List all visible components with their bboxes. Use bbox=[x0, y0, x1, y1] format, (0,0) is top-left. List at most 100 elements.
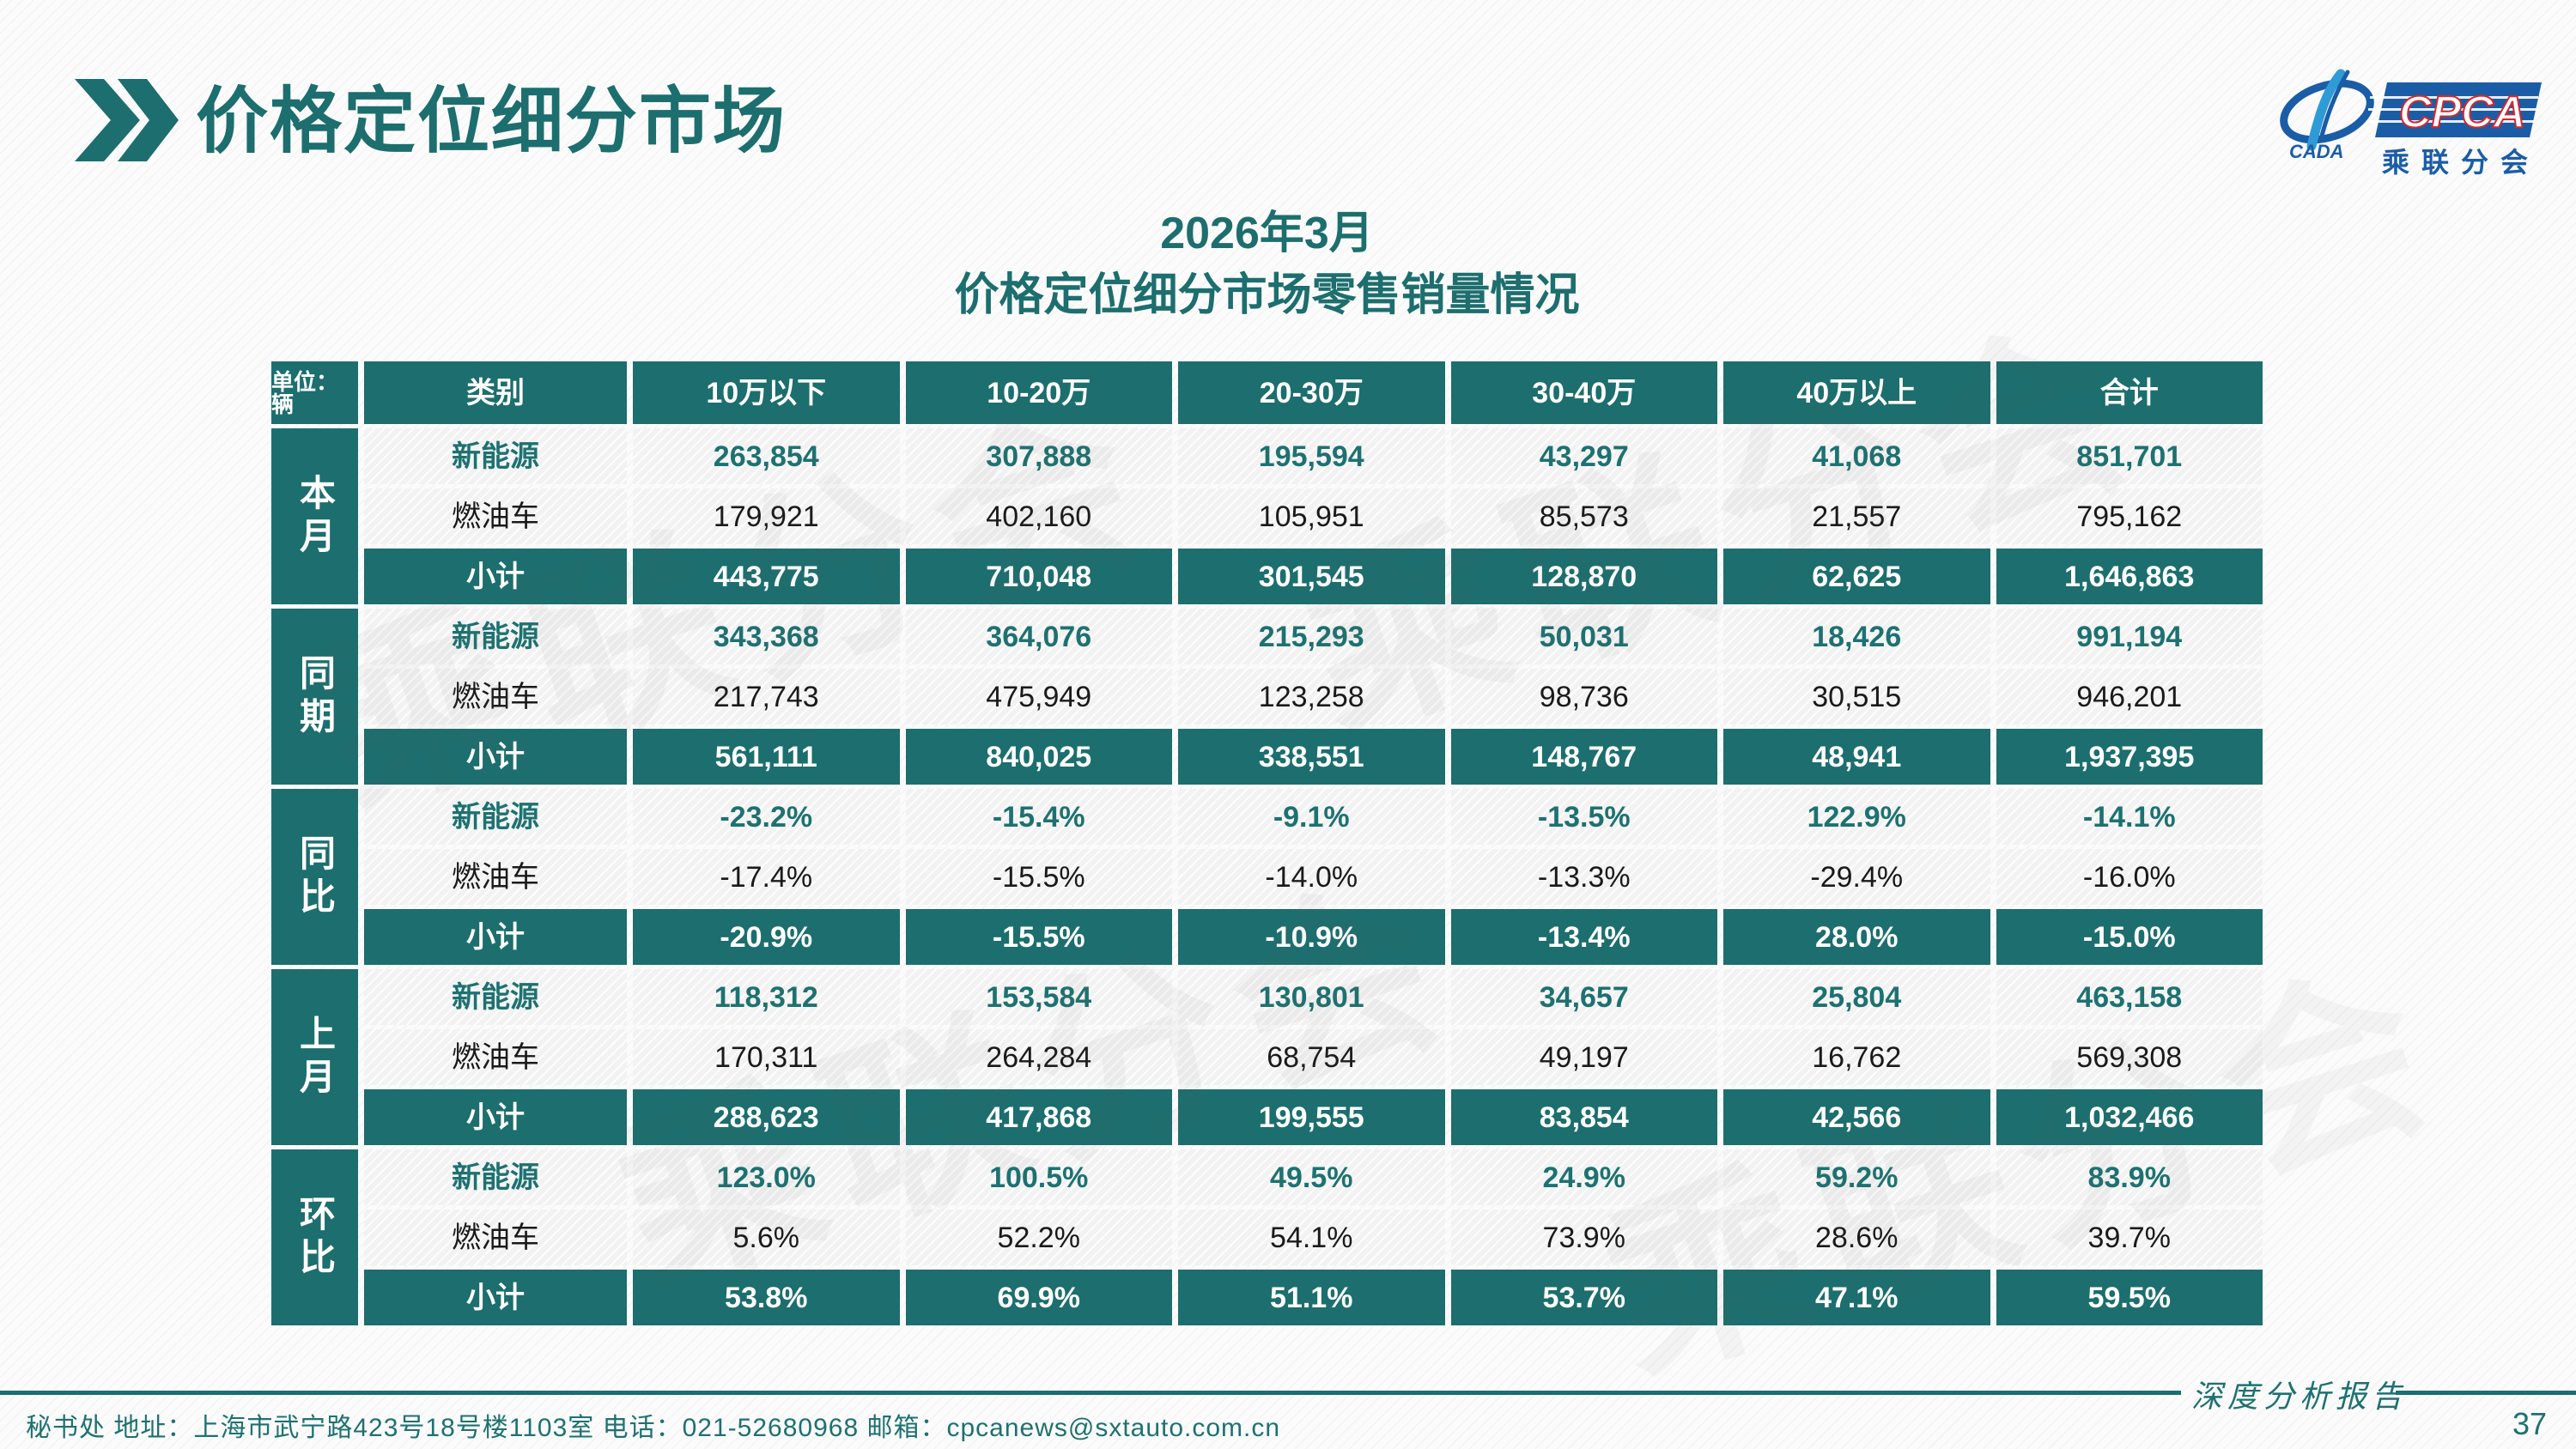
cell-value: 148,767 bbox=[1450, 729, 1717, 785]
table-title-line1: 2026年3月 bbox=[1160, 209, 1374, 258]
cell-value: 47.1% bbox=[1723, 1270, 1990, 1325]
cell-value: 51.1% bbox=[1178, 1270, 1445, 1325]
cell-value: 16,762 bbox=[1723, 1029, 1990, 1085]
cell-value: 18,426 bbox=[1723, 609, 1990, 664]
cell-value: 263,854 bbox=[633, 428, 900, 484]
cell-value: 364,076 bbox=[905, 609, 1172, 664]
cell-value: 53.7% bbox=[1450, 1270, 1717, 1325]
cell-value: 39.7% bbox=[1996, 1210, 2263, 1265]
group-label: 同期 bbox=[271, 609, 358, 785]
column-header: 类别 bbox=[364, 361, 627, 424]
cell-value: 42,566 bbox=[1723, 1089, 1990, 1145]
cell-value: 54.1% bbox=[1178, 1210, 1445, 1265]
row-category: 燃油车 bbox=[364, 669, 627, 724]
row-category: 燃油车 bbox=[364, 1210, 627, 1265]
cell-value: 100.5% bbox=[905, 1149, 1172, 1205]
cell-value: 343,368 bbox=[633, 609, 900, 664]
cell-value: -9.1% bbox=[1178, 789, 1445, 845]
cell-value: 123.0% bbox=[633, 1149, 900, 1205]
cell-value: 179,921 bbox=[633, 488, 900, 544]
cada-emblem-icon: CADA bbox=[2280, 69, 2374, 162]
svg-text:乘联分会: 乘联分会 bbox=[2382, 147, 2540, 178]
column-header: 30-40万 bbox=[1450, 361, 1717, 424]
row-category: 新能源 bbox=[364, 609, 627, 664]
cell-value: 43,297 bbox=[1450, 428, 1717, 484]
row-category: 小计 bbox=[364, 729, 627, 785]
row-category: 小计 bbox=[364, 549, 627, 604]
table-title-line2: 价格定位细分市场零售销量情况 bbox=[954, 270, 1580, 320]
cell-value: 417,868 bbox=[905, 1089, 1172, 1145]
cell-value: 25,804 bbox=[1723, 969, 1990, 1025]
cell-value: 21,557 bbox=[1723, 488, 1990, 544]
cell-value: 73.9% bbox=[1450, 1210, 1717, 1265]
cell-value: 402,160 bbox=[905, 488, 1172, 544]
row-category: 燃油车 bbox=[364, 849, 627, 905]
column-header: 10万以下 bbox=[633, 361, 900, 424]
svg-text:CADA: CADA bbox=[2289, 141, 2344, 162]
cell-value: 69.9% bbox=[905, 1270, 1172, 1325]
cell-value: 288,623 bbox=[633, 1089, 900, 1145]
cell-value: 1,646,863 bbox=[1996, 549, 2263, 604]
cell-value: 153,584 bbox=[905, 969, 1172, 1025]
cell-value: 62,625 bbox=[1723, 549, 1990, 604]
cell-value: 128,870 bbox=[1450, 549, 1717, 604]
group-label: 本月 bbox=[271, 428, 358, 604]
footer-divider bbox=[0, 1391, 2181, 1395]
cell-value: 569,308 bbox=[1996, 1029, 2263, 1085]
cpca-logo: CADA CPCA 乘联分会 bbox=[2280, 69, 2542, 178]
cell-value: 338,551 bbox=[1178, 729, 1445, 785]
double-chevron-icon bbox=[75, 79, 179, 161]
column-header: 20-30万 bbox=[1178, 361, 1445, 424]
row-category: 新能源 bbox=[364, 789, 627, 845]
cpca-banner: CPCA 乘联分会 bbox=[2366, 82, 2542, 178]
cell-value: -13.4% bbox=[1450, 909, 1717, 965]
group-label: 环比 bbox=[271, 1149, 358, 1325]
cell-value: 98,736 bbox=[1450, 669, 1717, 724]
report-type-label: 深度分析报告 bbox=[2191, 1379, 2409, 1415]
cell-value: 991,194 bbox=[1996, 609, 2263, 664]
cell-value: 49,197 bbox=[1450, 1029, 1717, 1085]
group-label: 同比 bbox=[271, 789, 358, 965]
cell-value: 5.6% bbox=[633, 1210, 900, 1265]
column-header: 40万以上 bbox=[1723, 361, 1990, 424]
row-category: 小计 bbox=[364, 1270, 627, 1325]
cell-value: 851,701 bbox=[1996, 428, 2263, 484]
cell-value: 68,754 bbox=[1178, 1029, 1445, 1085]
cell-value: 170,311 bbox=[633, 1029, 900, 1085]
column-header: 合计 bbox=[1996, 361, 2263, 424]
row-category: 燃油车 bbox=[364, 1029, 627, 1085]
cell-value: 53.8% bbox=[633, 1270, 900, 1325]
cell-value: -14.1% bbox=[1996, 789, 2263, 845]
cell-value: 122.9% bbox=[1723, 789, 1990, 845]
cell-value: 795,162 bbox=[1996, 488, 2263, 544]
cell-value: 215,293 bbox=[1178, 609, 1445, 664]
group-label: 上月 bbox=[271, 969, 358, 1145]
cell-value: 264,284 bbox=[905, 1029, 1172, 1085]
footer-contact-info: 秘书处 地址：上海市武宁路423号18号楼1103室 电话：021-526809… bbox=[26, 1414, 1281, 1442]
cell-value: -15.0% bbox=[1996, 909, 2263, 965]
cell-value: 83,854 bbox=[1450, 1089, 1717, 1145]
cell-value: -15.5% bbox=[905, 849, 1172, 905]
row-category: 小计 bbox=[364, 909, 627, 965]
cell-value: 50,031 bbox=[1450, 609, 1717, 664]
cell-value: 199,555 bbox=[1178, 1089, 1445, 1145]
cell-value: 301,545 bbox=[1178, 549, 1445, 604]
cell-value: 1,032,466 bbox=[1996, 1089, 2263, 1145]
cell-value: -17.4% bbox=[633, 849, 900, 905]
table-title: 2026年3月 价格定位细分市场零售销量情况 bbox=[271, 203, 2263, 326]
row-category: 燃油车 bbox=[364, 488, 627, 544]
cell-value: 49.5% bbox=[1178, 1149, 1445, 1205]
cell-value: 1,937,395 bbox=[1996, 729, 2263, 785]
row-category: 新能源 bbox=[364, 1149, 627, 1205]
cell-value: 52.2% bbox=[905, 1210, 1172, 1265]
cell-value: 41,068 bbox=[1723, 428, 1990, 484]
svg-text:CPCA: CPCA bbox=[2399, 88, 2525, 137]
cell-value: -13.3% bbox=[1450, 849, 1717, 905]
cell-value: 105,951 bbox=[1178, 488, 1445, 544]
footer-divider-right bbox=[2396, 1391, 2576, 1395]
cell-value: 710,048 bbox=[905, 549, 1172, 604]
cell-value: 59.5% bbox=[1996, 1270, 2263, 1325]
cell-value: 561,111 bbox=[633, 729, 900, 785]
cell-value: 24.9% bbox=[1450, 1149, 1717, 1205]
